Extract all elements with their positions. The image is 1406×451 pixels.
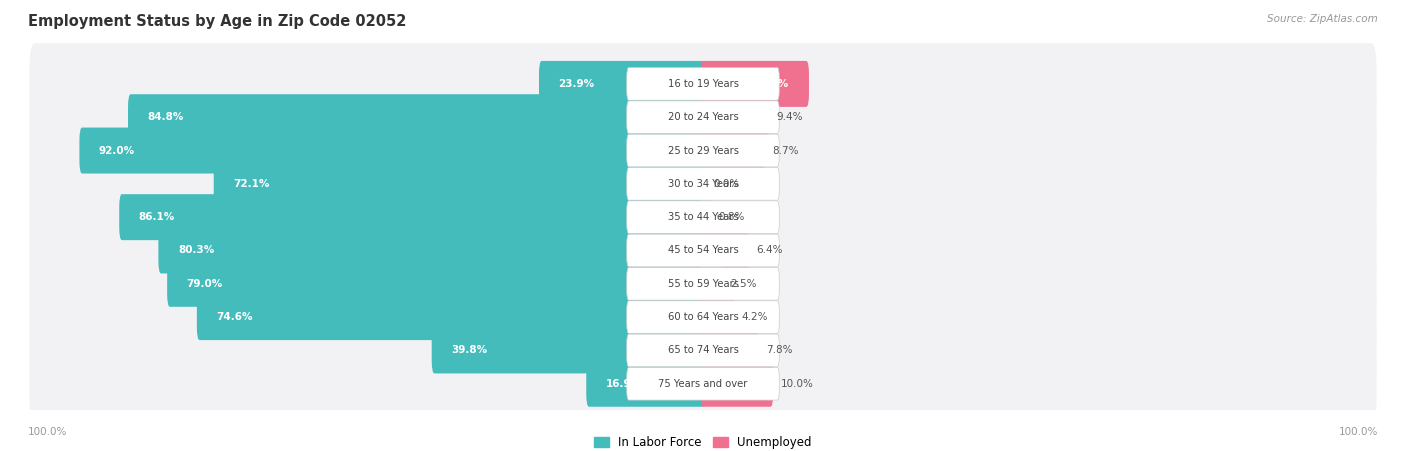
Text: 4.2%: 4.2% <box>741 312 768 322</box>
Text: 16.9%: 16.9% <box>606 379 643 389</box>
FancyBboxPatch shape <box>159 227 706 273</box>
Text: 6.4%: 6.4% <box>756 245 783 255</box>
FancyBboxPatch shape <box>538 61 706 107</box>
FancyBboxPatch shape <box>167 261 706 307</box>
Text: 0.8%: 0.8% <box>718 212 745 222</box>
Text: 39.8%: 39.8% <box>451 345 488 355</box>
FancyBboxPatch shape <box>700 294 734 340</box>
Text: 79.0%: 79.0% <box>187 279 224 289</box>
FancyBboxPatch shape <box>30 176 1376 258</box>
FancyBboxPatch shape <box>586 361 706 407</box>
FancyBboxPatch shape <box>627 134 779 167</box>
FancyBboxPatch shape <box>30 243 1376 324</box>
Text: 86.1%: 86.1% <box>139 212 176 222</box>
FancyBboxPatch shape <box>700 61 808 107</box>
Text: 100.0%: 100.0% <box>28 428 67 437</box>
FancyBboxPatch shape <box>30 110 1376 191</box>
FancyBboxPatch shape <box>30 77 1376 158</box>
Text: 74.6%: 74.6% <box>217 312 253 322</box>
FancyBboxPatch shape <box>30 276 1376 358</box>
Text: 75 Years and over: 75 Years and over <box>658 379 748 389</box>
FancyBboxPatch shape <box>627 201 779 234</box>
Text: 16 to 19 Years: 16 to 19 Years <box>668 79 738 89</box>
Text: 45 to 54 Years: 45 to 54 Years <box>668 245 738 255</box>
FancyBboxPatch shape <box>627 101 779 133</box>
FancyBboxPatch shape <box>432 327 706 373</box>
FancyBboxPatch shape <box>700 128 765 174</box>
FancyBboxPatch shape <box>627 234 779 267</box>
Text: 100.0%: 100.0% <box>1339 428 1378 437</box>
Text: 30 to 34 Years: 30 to 34 Years <box>668 179 738 189</box>
FancyBboxPatch shape <box>120 194 706 240</box>
FancyBboxPatch shape <box>30 343 1376 424</box>
Text: Employment Status by Age in Zip Code 02052: Employment Status by Age in Zip Code 020… <box>28 14 406 28</box>
Text: 35 to 44 Years: 35 to 44 Years <box>668 212 738 222</box>
Text: 15.3%: 15.3% <box>754 79 789 89</box>
FancyBboxPatch shape <box>700 94 769 140</box>
FancyBboxPatch shape <box>700 361 773 407</box>
FancyBboxPatch shape <box>700 261 723 307</box>
FancyBboxPatch shape <box>214 161 706 207</box>
FancyBboxPatch shape <box>627 368 779 400</box>
FancyBboxPatch shape <box>627 301 779 333</box>
Text: 9.4%: 9.4% <box>776 112 803 122</box>
FancyBboxPatch shape <box>30 143 1376 225</box>
Text: 60 to 64 Years: 60 to 64 Years <box>668 312 738 322</box>
Text: 80.3%: 80.3% <box>179 245 214 255</box>
Legend: In Labor Force, Unemployed: In Labor Force, Unemployed <box>595 436 811 449</box>
FancyBboxPatch shape <box>627 334 779 367</box>
Text: 92.0%: 92.0% <box>98 146 135 156</box>
FancyBboxPatch shape <box>79 128 706 174</box>
FancyBboxPatch shape <box>700 227 749 273</box>
Text: 65 to 74 Years: 65 to 74 Years <box>668 345 738 355</box>
Text: 84.8%: 84.8% <box>148 112 184 122</box>
Text: 55 to 59 Years: 55 to 59 Years <box>668 279 738 289</box>
FancyBboxPatch shape <box>30 43 1376 124</box>
Text: 23.9%: 23.9% <box>558 79 595 89</box>
FancyBboxPatch shape <box>30 210 1376 291</box>
FancyBboxPatch shape <box>197 294 706 340</box>
Text: 7.8%: 7.8% <box>766 345 792 355</box>
FancyBboxPatch shape <box>627 167 779 200</box>
Text: 25 to 29 Years: 25 to 29 Years <box>668 146 738 156</box>
FancyBboxPatch shape <box>627 267 779 300</box>
Text: Source: ZipAtlas.com: Source: ZipAtlas.com <box>1267 14 1378 23</box>
Text: 2.5%: 2.5% <box>730 279 756 289</box>
Text: 72.1%: 72.1% <box>233 179 270 189</box>
Text: 8.7%: 8.7% <box>772 146 799 156</box>
Text: 10.0%: 10.0% <box>780 379 814 389</box>
Text: 0.0%: 0.0% <box>713 179 740 189</box>
FancyBboxPatch shape <box>30 310 1376 391</box>
Text: 20 to 24 Years: 20 to 24 Years <box>668 112 738 122</box>
FancyBboxPatch shape <box>128 94 706 140</box>
FancyBboxPatch shape <box>700 327 758 373</box>
FancyBboxPatch shape <box>627 68 779 100</box>
FancyBboxPatch shape <box>700 194 711 240</box>
